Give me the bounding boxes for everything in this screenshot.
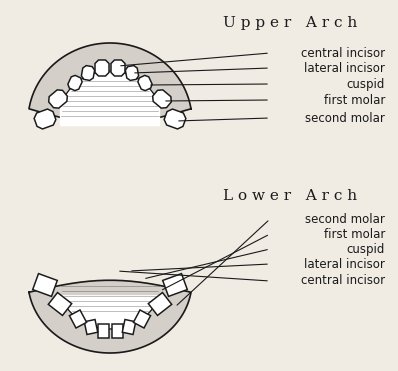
Polygon shape [29,43,191,124]
Polygon shape [29,280,191,353]
Text: second molar: second molar [305,213,385,226]
Polygon shape [48,293,72,315]
Text: L o w e r   A r c h: L o w e r A r c h [223,189,357,203]
Polygon shape [34,109,56,129]
Text: cuspid: cuspid [347,243,385,256]
Text: first molar: first molar [324,93,385,106]
Polygon shape [163,273,187,296]
Text: second molar: second molar [305,112,385,125]
Polygon shape [148,293,172,315]
Polygon shape [122,319,136,335]
Polygon shape [164,109,186,129]
Polygon shape [95,60,109,76]
Text: lateral incisor: lateral incisor [304,257,385,270]
Text: first molar: first molar [324,227,385,240]
Polygon shape [68,75,82,91]
Polygon shape [133,310,150,328]
Polygon shape [60,71,160,125]
Polygon shape [82,66,95,81]
Polygon shape [153,90,171,108]
Polygon shape [138,75,152,91]
Text: central incisor: central incisor [301,46,385,59]
Text: cuspid: cuspid [347,78,385,91]
Text: central incisor: central incisor [301,275,385,288]
Polygon shape [69,310,87,328]
Polygon shape [49,90,67,108]
Text: U p p e r   A r c h: U p p e r A r c h [223,16,357,30]
Polygon shape [60,296,160,329]
Polygon shape [84,319,98,335]
Polygon shape [98,324,109,338]
Text: lateral incisor: lateral incisor [304,62,385,75]
Polygon shape [33,273,57,296]
Polygon shape [111,324,123,338]
Polygon shape [111,60,125,76]
Polygon shape [125,66,139,81]
